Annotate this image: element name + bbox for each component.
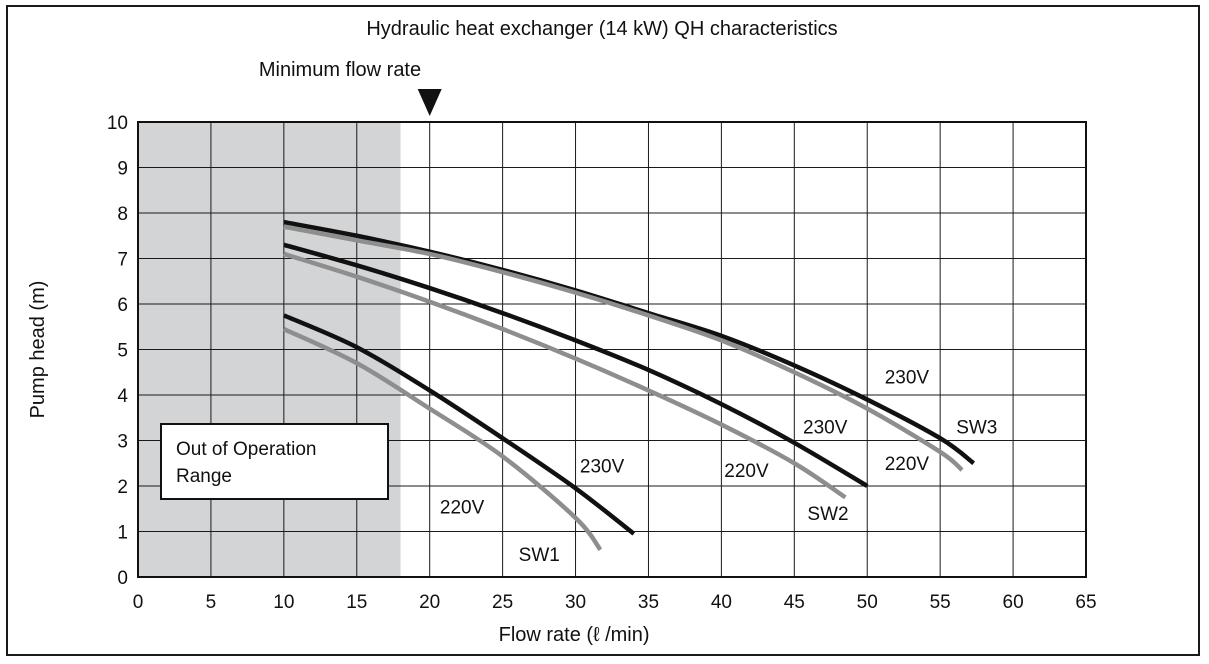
series-annotation: 230V bbox=[885, 368, 930, 389]
y-tick-label: 7 bbox=[117, 250, 128, 271]
y-tick-label: 6 bbox=[117, 295, 128, 316]
series-annotation: 220V bbox=[724, 461, 769, 482]
x-tick-label: 0 bbox=[133, 592, 144, 613]
series-annotation: SW2 bbox=[807, 504, 848, 525]
y-tick-label: 3 bbox=[117, 432, 128, 453]
x-tick-labels: 0 5 10 15 20 25 30 35 40 45 50 55 60 65 bbox=[133, 592, 1097, 613]
y-tick-label: 1 bbox=[117, 523, 128, 544]
series-annotation: 220V bbox=[885, 454, 930, 475]
chart-title: Hydraulic heat exchanger (14 kW) QH char… bbox=[366, 18, 837, 40]
x-tick-label: 35 bbox=[638, 592, 659, 613]
series-annotation: SW1 bbox=[519, 545, 560, 566]
series-annotation: 220V bbox=[440, 497, 485, 518]
series-layer bbox=[282, 219, 976, 552]
out-of-operation-label-line2: Range bbox=[176, 466, 232, 487]
out-of-operation-box bbox=[160, 423, 389, 500]
series-line-sw1-220v bbox=[282, 326, 603, 552]
x-tick-label: 30 bbox=[565, 592, 586, 613]
series-annotations: 230V 220V SW1 220V 230V SW2 230V 220V SW3 bbox=[440, 368, 997, 566]
series-line-sw2-220v bbox=[283, 251, 847, 500]
x-tick-label: 15 bbox=[346, 592, 367, 613]
x-tick-label: 65 bbox=[1075, 592, 1096, 613]
series-line-sw2-230v bbox=[283, 242, 869, 488]
series-annotation: SW3 bbox=[956, 418, 997, 439]
series-annotation: 230V bbox=[580, 456, 625, 477]
y-tick-label: 4 bbox=[117, 386, 128, 407]
x-tick-label: 55 bbox=[930, 592, 951, 613]
out-of-operation-label: Out of Operation Range bbox=[176, 439, 316, 487]
y-tick-label: 9 bbox=[117, 159, 128, 180]
x-tick-label: 5 bbox=[206, 592, 217, 613]
y-tick-label: 0 bbox=[117, 568, 128, 589]
x-tick-label: 45 bbox=[784, 592, 805, 613]
y-tick-label: 2 bbox=[117, 477, 128, 498]
series-line-sw3-220v bbox=[283, 224, 964, 472]
y-axis-title: Pump head (m) bbox=[27, 281, 49, 419]
x-tick-label: 20 bbox=[419, 592, 440, 613]
y-tick-label: 8 bbox=[117, 204, 128, 225]
y-tick-label: 10 bbox=[107, 113, 128, 134]
minimum-flow-label: Minimum flow rate bbox=[259, 59, 421, 81]
x-tick-label: 60 bbox=[1003, 592, 1024, 613]
minimum-flow-triangle-icon bbox=[417, 89, 442, 116]
x-tick-label: 40 bbox=[711, 592, 732, 613]
plot-area-border bbox=[137, 121, 1087, 578]
series-annotation: 230V bbox=[803, 418, 848, 439]
series-line-sw1-230v bbox=[282, 313, 636, 536]
y-tick-label: 5 bbox=[117, 341, 128, 362]
x-tick-label: 25 bbox=[492, 592, 513, 613]
x-tick-label: 50 bbox=[857, 592, 878, 613]
y-tick-labels: 0 1 2 3 4 5 6 7 8 9 10 bbox=[107, 113, 129, 589]
x-axis-title: Flow rate (ℓ /min) bbox=[499, 624, 650, 646]
out-of-operation-label-line1: Out of Operation bbox=[176, 439, 316, 460]
x-tick-label: 10 bbox=[273, 592, 294, 613]
